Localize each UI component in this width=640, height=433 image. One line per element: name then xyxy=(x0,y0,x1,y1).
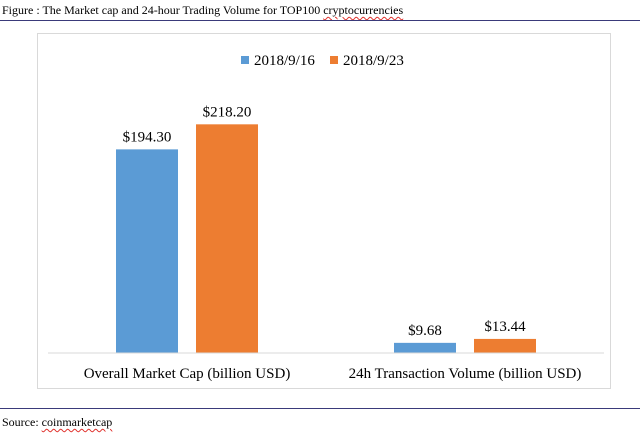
data-label-2-1: $9.68 xyxy=(408,323,442,339)
category-label-1: Overall Market Cap (billion USD) xyxy=(84,366,291,382)
bar-2-series-2 xyxy=(474,338,536,353)
caption-text: Figure : The Market cap and 24-hour Trad… xyxy=(2,3,324,17)
figure-caption: Figure : The Market cap and 24-hour Trad… xyxy=(2,3,403,18)
bar-2-series-1 xyxy=(394,342,456,353)
source-label: Source: xyxy=(2,415,42,429)
legend-swatch-2 xyxy=(330,56,338,64)
legend-swatch-1 xyxy=(241,56,249,64)
data-label-2-2: $13.44 xyxy=(484,319,526,335)
bar-1-series-2 xyxy=(196,124,258,353)
bottom-rule xyxy=(0,408,640,409)
bar-1-series-1 xyxy=(116,149,178,353)
source-note: Source: coinmarketcap xyxy=(2,415,112,430)
data-label-1-1: $194.30 xyxy=(123,129,172,145)
legend-label-2: 2018/9/23 xyxy=(343,53,404,69)
source-name: coinmarketcap xyxy=(41,415,113,429)
bar-chart: 2018/9/16 2018/9/23 $194.30 $218.20 Overall … xyxy=(48,53,604,382)
category-label-2: 24h Transaction Volume (billion USD) xyxy=(349,366,582,382)
data-label-1-2: $218.20 xyxy=(203,104,252,120)
legend-label-1: 2018/9/16 xyxy=(254,53,315,69)
caption-underlined-word: cryptocurrencies xyxy=(323,3,404,17)
top-rule xyxy=(0,20,640,21)
chart-frame: 2018/9/16 2018/9/23 $194.30 $218.20 Overall … xyxy=(37,33,611,389)
